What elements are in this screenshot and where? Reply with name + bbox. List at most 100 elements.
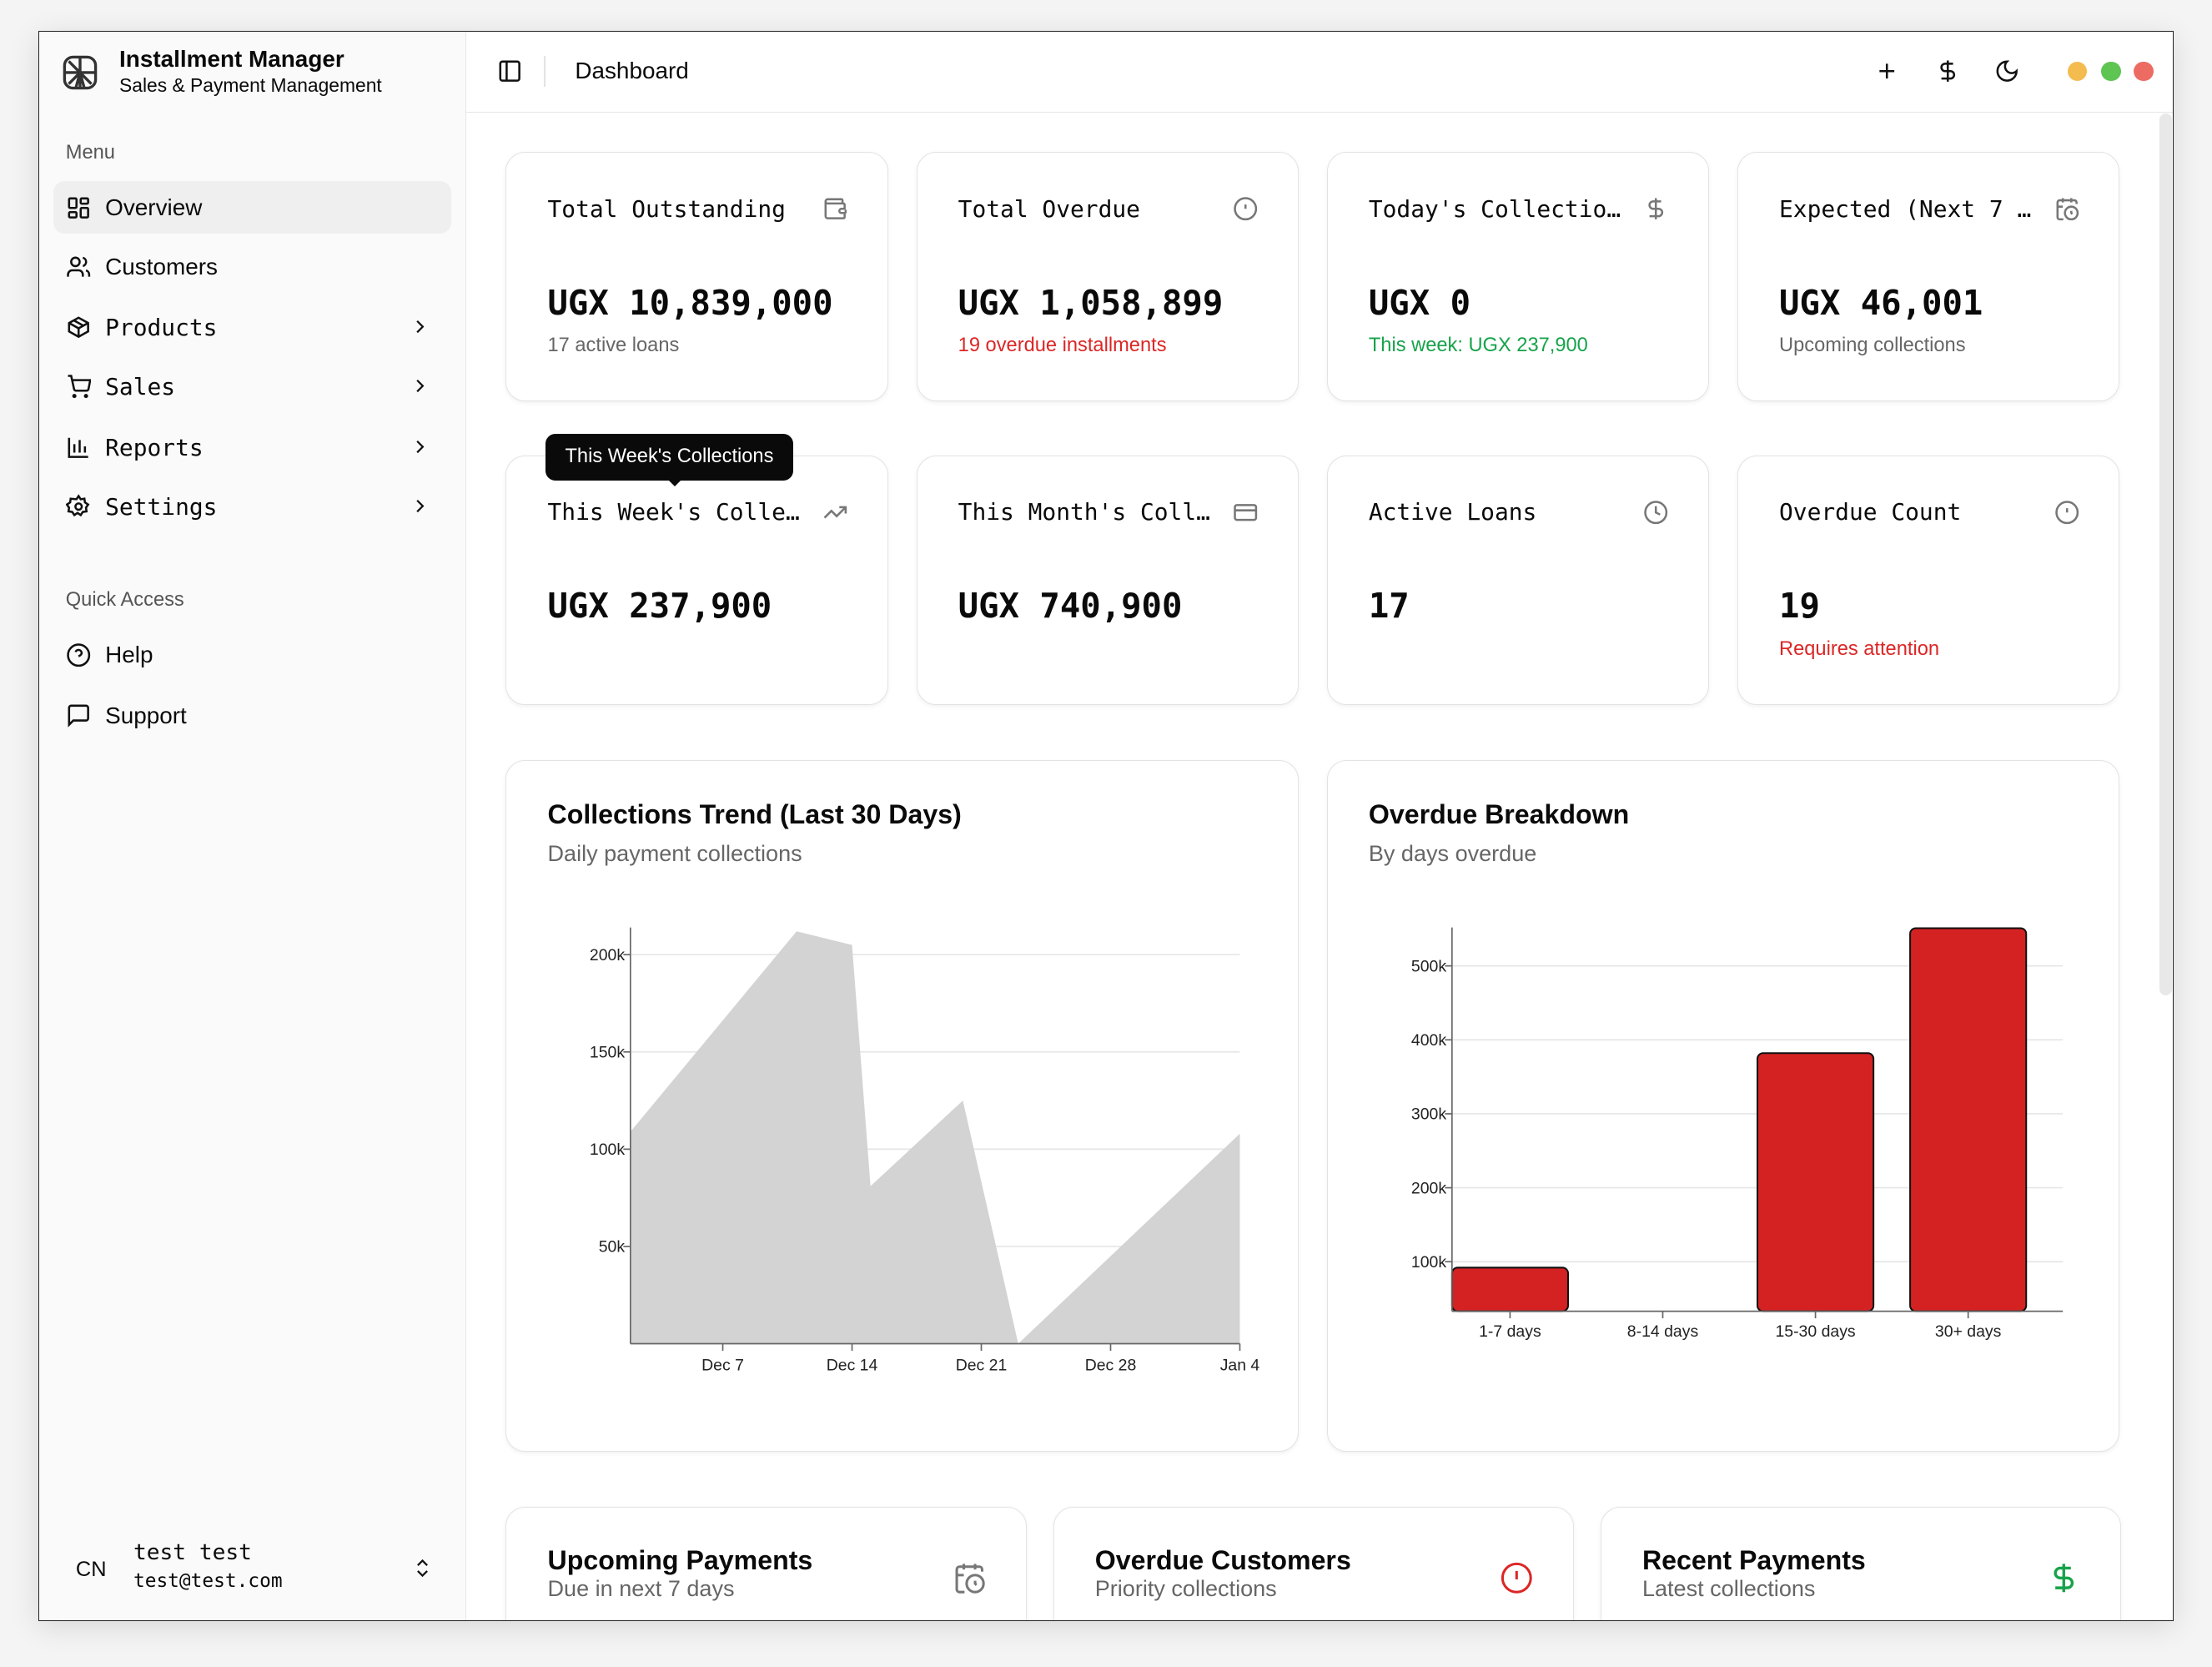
wallet-icon: [822, 196, 847, 221]
card-title: Overdue Count: [1779, 498, 1962, 526]
y-tick-label: 50k: [599, 1238, 626, 1257]
dollar-icon[interactable]: [1935, 58, 1960, 83]
bar: [1756, 1052, 1874, 1312]
plus-icon[interactable]: [1874, 58, 1899, 83]
header: Dashboard: [466, 32, 2174, 113]
minimize-button[interactable]: [2067, 61, 2088, 82]
user-email: test@test.com: [133, 1569, 283, 1592]
package-icon: [66, 315, 91, 340]
stat-card-expected: Expected (Next 7 Days) UGX 46,001 Upcomi…: [1737, 151, 2120, 402]
card-title: Recent Payments: [1641, 1545, 1866, 1576]
sidebar-item-label: Customers: [105, 253, 218, 280]
calendar-clock-icon: [953, 1561, 987, 1595]
upcoming-payments-card: Upcoming Payments Due in next 7 days: [505, 1506, 1027, 1621]
card-value: UGX 10,839,000: [547, 282, 833, 323]
stat-card-total-overdue: Total Overdue UGX 1,058,899 19 overdue i…: [916, 151, 1299, 402]
card-subtitle: Priority collections: [1094, 1576, 1277, 1602]
x-tick-label: Dec 7: [702, 1357, 745, 1375]
stat-card-month-collections: This Month's Collections UGX 740,900: [916, 455, 1299, 705]
card-title: Today's Collections: [1368, 194, 1629, 223]
x-tick-label: 15-30 days: [1775, 1322, 1855, 1341]
alert-circle-icon: [1233, 196, 1258, 221]
user-menu[interactable]: CN test test test@test.com: [53, 1539, 451, 1599]
sidebar-item-sales[interactable]: Sales: [53, 360, 451, 413]
sidebar-toggle-icon[interactable]: [497, 58, 522, 83]
card-subtext: Upcoming collections: [1779, 335, 1966, 357]
card-subtext: This week: UGX 237,900: [1368, 335, 1588, 357]
header-divider: [544, 55, 545, 88]
sidebar-item-customers[interactable]: Customers: [53, 241, 451, 294]
card-subtext: 19 overdue installments: [958, 335, 1167, 357]
bar-chart: 100k 200k 300k 400k 500k 1-7 days 8-14 days 15-…: [1411, 927, 2063, 1341]
x-tick-label: Dec 14: [827, 1357, 878, 1375]
sidebar-item-reports[interactable]: Reports: [53, 421, 451, 474]
x-tick-label: 1-7 days: [1479, 1322, 1541, 1341]
sidebar-item-label: Sales: [105, 373, 176, 401]
chart-subtitle: By days overdue: [1368, 841, 1537, 867]
stat-card-total-outstanding: Total Outstanding UGX 10,839,000 17 acti…: [505, 151, 888, 402]
bar: [1908, 927, 2028, 1312]
sidebar-item-products[interactable]: Products: [53, 301, 451, 354]
chevron-right-icon: [409, 375, 431, 397]
chart-title: Collections Trend (Last 30 Days): [547, 798, 962, 829]
chart-subtitle: Daily payment collections: [547, 841, 802, 867]
sidebar-item-label: Overview: [105, 194, 203, 220]
menu-section-label: Menu: [65, 142, 115, 164]
card-subtext: Requires attention: [1779, 637, 1940, 660]
calendar-clock-icon: [2054, 196, 2079, 221]
message-square-icon: [66, 703, 91, 728]
sidebar-item-label: Reports: [105, 433, 204, 461]
shopping-cart-icon: [66, 374, 92, 399]
sidebar-item-help[interactable]: Help: [53, 629, 451, 682]
gear-icon: [65, 494, 91, 519]
stat-card-overdue-count: Overdue Count 19 Requires attention: [1737, 455, 2120, 705]
app-subtitle: Sales & Payment Management: [119, 73, 382, 96]
page-title: Dashboard: [575, 57, 689, 83]
x-tick-label: 8-14 days: [1627, 1322, 1699, 1341]
clock-icon: [1643, 500, 1668, 525]
layout-grid-icon: [66, 195, 91, 220]
x-tick-label: 30+ days: [1935, 1322, 2002, 1341]
card-value: 19: [1779, 586, 1820, 627]
user-name: test test: [133, 1540, 252, 1566]
close-button[interactable]: [2134, 61, 2154, 82]
y-tick-label: 500k: [1411, 957, 1446, 975]
dollar-icon: [1643, 196, 1668, 221]
card-title: Upcoming Payments: [547, 1545, 813, 1576]
sidebar-item-label: Settings: [105, 492, 218, 521]
tooltip-arrow: [666, 477, 684, 486]
card-title: This Week's Collections: [547, 498, 807, 526]
card-title: Total Outstanding: [547, 194, 786, 223]
bar: [1450, 1267, 1569, 1312]
avatar: CN: [75, 1558, 107, 1582]
moon-icon[interactable]: [1994, 58, 2019, 83]
y-tick-label: 400k: [1411, 1031, 1446, 1050]
overdue-breakdown-card: Overdue Breakdown By days overdue 100k 20…: [1326, 759, 2120, 1452]
card-value: UGX 46,001: [1779, 282, 1983, 323]
sidebar-item-label: Products: [105, 314, 218, 342]
card-subtext: 17 active loans: [547, 335, 680, 357]
alert-circle-icon: [2054, 500, 2079, 525]
y-tick-label: 300k: [1411, 1105, 1446, 1124]
card-title: Total Overdue: [958, 194, 1140, 223]
y-tick-label: 200k: [1411, 1179, 1446, 1197]
chevron-right-icon: [409, 436, 431, 458]
credit-card-icon: [1233, 500, 1258, 525]
sidebar-item-settings[interactable]: Settings: [53, 481, 451, 533]
stat-card-todays-collections: Today's Collections UGX 0 This week: UGX…: [1326, 151, 1710, 402]
card-value: UGX 1,058,899: [958, 282, 1224, 323]
maximize-button[interactable]: [2101, 61, 2121, 82]
chevrons-up-down-icon: [411, 1557, 434, 1579]
y-tick-label: 100k: [1411, 1253, 1446, 1272]
recent-payments-card: Recent Payments Latest collections: [1600, 1506, 2121, 1621]
scrollbar[interactable]: [2159, 113, 2172, 996]
trending-up-icon: [822, 500, 847, 525]
card-title: Overdue Customers: [1094, 1545, 1351, 1576]
collections-trend-card: Collections Trend (Last 30 Days) Daily p…: [505, 759, 1299, 1452]
sidebar-item-support[interactable]: Support: [53, 689, 451, 742]
card-value: 17: [1368, 586, 1410, 627]
sidebar-item-label: Support: [105, 702, 187, 728]
sidebar: Installment Manager Sales & Payment Mana…: [38, 32, 467, 1621]
tooltip: This Week's Collections: [545, 434, 794, 481]
sidebar-item-overview[interactable]: Overview: [53, 181, 451, 234]
